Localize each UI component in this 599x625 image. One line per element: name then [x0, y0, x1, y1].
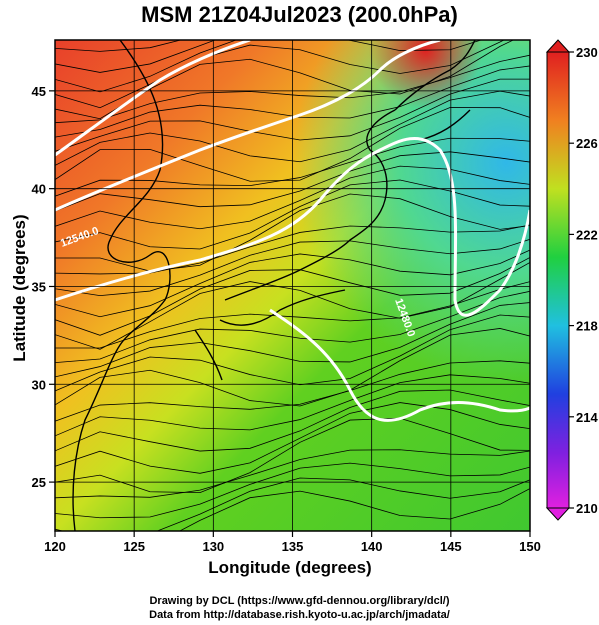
colorbar-tick-label: 214: [576, 410, 598, 425]
x-axis-ticks: 120 125 130 135 140 145 150: [44, 531, 541, 554]
x-tick-label: 120: [44, 539, 66, 554]
x-tick-label: 130: [202, 539, 224, 554]
streamline: [55, 40, 505, 109]
colorbar-scale: [546, 51, 570, 509]
streamline: [55, 477, 530, 531]
colorbar-tick-label: 218: [576, 319, 598, 334]
y-tick-label: 30: [32, 377, 46, 392]
streamline: [55, 193, 530, 272]
credit-data-source: Data from http://database.rish.kyoto-u.a…: [149, 609, 450, 621]
y-tick-label: 25: [32, 475, 46, 490]
x-axis-label: Longitude (degrees): [208, 558, 372, 577]
x-tick-label: 145: [440, 539, 462, 554]
colorbar-top-arrow: [545, 39, 571, 53]
streamline: [55, 302, 530, 378]
colorbar-tick-label: 226: [576, 136, 598, 151]
x-tick-label: 150: [519, 539, 541, 554]
x-tick-label: 135: [282, 539, 304, 554]
streamline: [55, 389, 530, 452]
streamline: [55, 90, 530, 166]
height-contours: [55, 40, 530, 422]
colorbar-tick-label: 210: [576, 501, 598, 516]
x-tick-label: 125: [123, 539, 145, 554]
grid-lines: [55, 40, 530, 531]
streamline: [178, 488, 530, 531]
streamline: [55, 238, 530, 297]
streamline: [55, 360, 530, 422]
colorbar-tick-label: 230: [576, 45, 598, 60]
streamline: [55, 40, 483, 93]
y-tick-label: 35: [32, 279, 46, 294]
streamline: [55, 417, 530, 494]
streamline: [55, 374, 530, 437]
x-tick-label: 140: [361, 539, 383, 554]
streamline: [55, 137, 530, 197]
streamline: [55, 402, 530, 474]
y-axis-label: Latitude (degrees): [10, 214, 29, 362]
credit-dcl: Drawing by DCL (https://www.gfd-dennou.o…: [149, 595, 450, 607]
streamline: [55, 328, 530, 407]
colorbar-tick-label: 222: [576, 227, 598, 242]
streamline: [55, 65, 530, 138]
coastlines: [72, 40, 476, 531]
colorbar: 210 214 218 222 226 230: [545, 39, 598, 521]
streamline: [55, 224, 530, 275]
streamline: [55, 151, 530, 212]
streamline: [55, 449, 530, 499]
streamline: [55, 290, 530, 364]
streamline: [55, 54, 530, 124]
streamline: [55, 462, 530, 519]
y-tick-label: 45: [32, 84, 46, 99]
colorbar-bottom-arrow: [545, 507, 571, 521]
streamline: [55, 107, 530, 182]
streamline: [55, 281, 530, 349]
streamline: [55, 40, 217, 73]
y-axis-ticks: 25 30 35 40 45: [32, 84, 55, 490]
y-tick-label: 40: [32, 182, 46, 197]
temperature-field: 12540.0 12480.0: [55, 40, 530, 531]
streamline: [55, 40, 183, 52]
streamline: [55, 165, 530, 230]
streamline: [55, 249, 530, 318]
streamline: [55, 179, 530, 250]
map-title: MSM 21Z04Jul2023 (200.0hPa): [141, 2, 458, 27]
streamline: [55, 314, 530, 392]
streamline: [55, 78, 530, 152]
